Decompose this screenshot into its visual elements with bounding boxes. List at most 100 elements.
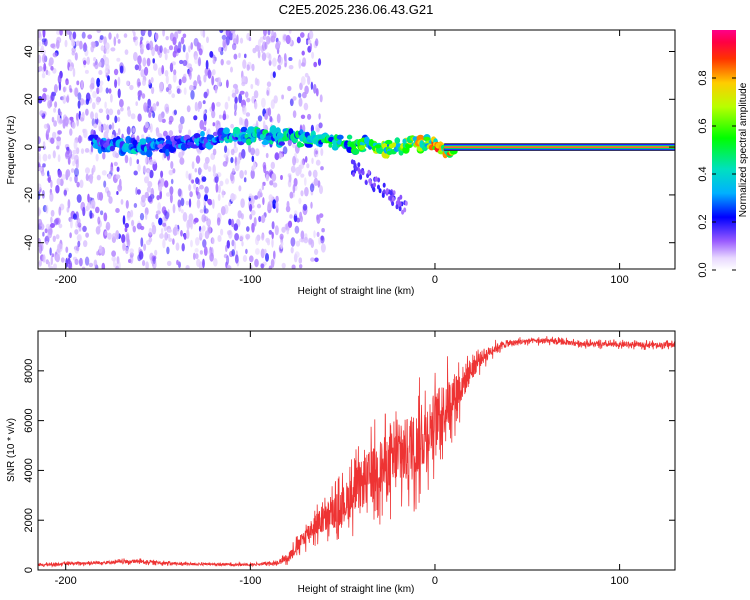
noise-speck xyxy=(300,76,306,86)
noise-speck xyxy=(196,199,201,209)
noise-speck xyxy=(74,258,79,265)
noise-speck xyxy=(311,157,314,164)
noise-speck xyxy=(233,241,237,251)
noise-speck xyxy=(111,255,117,262)
noise-speck xyxy=(238,185,242,192)
noise-speck xyxy=(130,209,134,218)
noise-speck xyxy=(185,265,190,269)
noise-speck xyxy=(250,169,255,180)
noise-speck xyxy=(189,191,193,198)
noise-speck xyxy=(164,180,169,188)
noise-speck xyxy=(96,174,101,181)
noise-speck xyxy=(52,52,58,58)
noise-speck xyxy=(320,148,324,157)
noise-speck xyxy=(202,30,206,38)
noise-speck xyxy=(142,165,147,173)
noise-speck xyxy=(300,114,306,120)
noise-speck xyxy=(206,218,212,227)
noise-speck xyxy=(92,164,96,173)
noise-speck xyxy=(42,40,46,45)
noise-speck xyxy=(255,248,260,255)
noise-speck xyxy=(129,156,133,167)
noise-speck xyxy=(140,237,144,248)
noise-speck xyxy=(144,157,148,164)
noise-speck xyxy=(204,156,210,164)
noise-speck xyxy=(238,93,243,104)
noise-speck xyxy=(69,128,73,136)
noise-speck xyxy=(169,62,174,73)
noise-speck xyxy=(254,258,259,268)
noise-speck xyxy=(157,133,163,139)
noise-speck xyxy=(320,166,324,171)
noise-speck xyxy=(276,113,281,124)
noise-speck xyxy=(187,69,191,77)
noise-speck xyxy=(167,228,173,233)
noise-speck xyxy=(180,209,184,214)
noise-speck xyxy=(359,174,363,180)
noise-speck xyxy=(147,195,153,203)
noise-speck xyxy=(201,214,207,223)
noise-speck xyxy=(193,183,197,190)
noise-speck xyxy=(298,59,302,69)
noise-speck xyxy=(95,226,101,235)
signal-blob xyxy=(124,144,129,151)
noise-speck xyxy=(276,40,281,46)
noise-speck xyxy=(364,180,368,186)
noise-speck xyxy=(135,101,138,106)
noise-speck xyxy=(47,71,51,76)
noise-speck xyxy=(135,187,138,195)
noise-speck xyxy=(147,181,153,188)
noise-speck xyxy=(103,212,108,222)
noise-speck xyxy=(312,169,318,179)
noise-speck xyxy=(234,110,237,117)
noise-speck xyxy=(272,57,277,67)
noise-speck xyxy=(292,96,297,101)
noise-speck xyxy=(47,154,52,160)
noise-speck xyxy=(199,250,203,255)
noise-speck xyxy=(93,259,98,268)
noise-speck xyxy=(115,230,120,240)
noise-speck xyxy=(74,87,79,98)
noise-speck xyxy=(188,45,191,53)
noise-speck xyxy=(244,53,247,59)
noise-speck xyxy=(260,263,265,269)
noise-speck xyxy=(286,230,289,235)
noise-speck xyxy=(139,43,145,49)
noise-speck xyxy=(102,55,106,60)
noise-speck xyxy=(294,251,300,258)
noise-speck xyxy=(261,52,267,61)
signal-blob xyxy=(405,144,411,149)
noise-speck xyxy=(42,254,46,263)
noise-speck xyxy=(84,148,90,153)
noise-speck xyxy=(195,177,200,185)
noise-speck xyxy=(75,159,79,170)
noise-speck xyxy=(178,123,183,131)
noise-speck xyxy=(82,225,87,232)
signal-blob xyxy=(165,135,171,140)
noise-speck xyxy=(170,161,174,169)
noise-speck xyxy=(377,177,381,183)
noise-speck xyxy=(116,166,120,172)
noise-speck xyxy=(315,150,318,155)
noise-speck xyxy=(159,190,162,200)
noise-speck xyxy=(50,43,56,49)
snr-marks xyxy=(38,336,675,568)
noise-speck xyxy=(126,212,131,221)
noise-speck xyxy=(203,162,209,170)
noise-speck xyxy=(234,102,238,112)
noise-speck xyxy=(151,224,157,235)
noise-speck xyxy=(264,41,268,50)
signal-blob xyxy=(328,143,333,148)
noise-speck xyxy=(229,172,234,182)
noise-speck xyxy=(76,246,80,252)
noise-speck xyxy=(271,221,275,230)
signal-blob xyxy=(145,149,153,158)
noise-speck xyxy=(196,41,200,52)
y-tick-label: 6000 xyxy=(23,408,35,432)
noise-speck xyxy=(278,56,283,66)
noise-speck xyxy=(149,169,154,179)
noise-speck xyxy=(191,179,195,184)
noise-speck xyxy=(207,166,212,172)
noise-speck xyxy=(108,108,114,116)
noise-speck xyxy=(223,153,228,159)
